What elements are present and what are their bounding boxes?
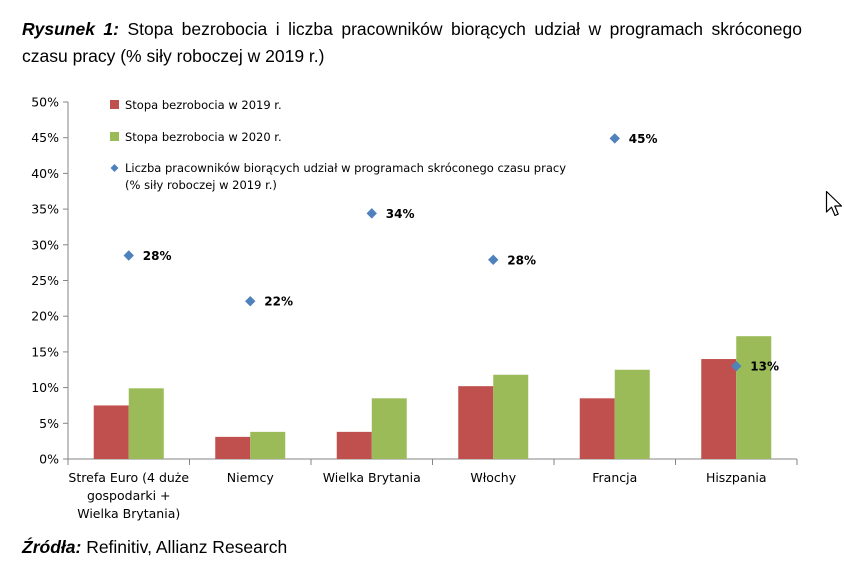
y-tick-label: 10% xyxy=(31,380,59,395)
legend-marker xyxy=(110,164,119,172)
bar-2020 xyxy=(128,388,164,459)
legend-label: Liczba pracowników biorących udział w pr… xyxy=(125,161,566,175)
bar-2020 xyxy=(250,431,286,459)
source-label: Źródła: xyxy=(22,537,82,557)
bar-2019 xyxy=(579,398,615,459)
y-tick-label: 5% xyxy=(39,416,59,431)
y-tick-label: 40% xyxy=(31,166,59,181)
data-point xyxy=(245,296,256,307)
legend-swatch xyxy=(110,132,119,141)
y-tick-label: 0% xyxy=(39,452,59,467)
data-point xyxy=(488,254,499,265)
chart-bars xyxy=(93,336,772,459)
bar-2020 xyxy=(371,398,407,459)
bar-2019 xyxy=(215,436,251,459)
data-label: 28% xyxy=(143,249,172,263)
bar-2019 xyxy=(93,405,129,459)
bar-2019 xyxy=(701,359,737,459)
legend-label: Stopa bezrobocia w 2019 r. xyxy=(125,98,282,112)
x-category-label: gospodarki + xyxy=(87,488,171,503)
legend-label: Stopa bezrobocia w 2020 r. xyxy=(125,130,282,144)
data-point xyxy=(366,208,377,219)
y-tick-label: 20% xyxy=(31,309,59,324)
data-point xyxy=(731,360,742,372)
legend-label-line2: (% siły roboczej w 2019 r.) xyxy=(125,178,277,192)
chart-legend: Stopa bezrobocia w 2019 r. Stopa bezroboc… xyxy=(110,98,566,192)
chart-points: 28% 22% 34% 28% 45% 13% xyxy=(123,132,779,374)
x-category-label: Francja xyxy=(592,470,637,485)
y-tick-label: 50% xyxy=(31,95,59,110)
figure-title: Stopa bezrobocia i liczba pracowników bi… xyxy=(22,19,802,66)
data-label: 45% xyxy=(629,132,658,146)
chart-axes: 0% 5% 10% 15% 20% 25% 30% 35% 40% 45% 50% Strefa Eu… xyxy=(31,95,798,521)
y-tick-label: 45% xyxy=(31,130,59,145)
data-label: 13% xyxy=(750,360,779,374)
source-note: Źródła: Refinitiv, Allianz Research xyxy=(22,537,287,558)
y-tick-label: 25% xyxy=(31,273,59,288)
bar-2019 xyxy=(336,431,372,459)
figure-label: Rysunek 1: xyxy=(22,19,119,39)
y-tick-label: 15% xyxy=(31,344,59,359)
x-category-label: Włochy xyxy=(470,470,516,485)
data-label: 34% xyxy=(386,207,415,221)
source-text: Refinitiv, Allianz Research xyxy=(86,537,288,557)
bar-2020 xyxy=(493,374,529,459)
data-label: 22% xyxy=(264,295,293,309)
figure-caption: Rysunek 1: Stopa bezrobocia i liczba pra… xyxy=(22,16,802,70)
mouse-pointer-icon xyxy=(825,190,843,217)
x-category-label: Strefa Euro (4 duże xyxy=(68,470,189,485)
x-category-label: Wielka Brytania) xyxy=(77,506,180,521)
bar-2020 xyxy=(614,369,650,459)
data-point xyxy=(123,250,134,261)
data-label: 28% xyxy=(507,253,536,267)
x-category-label: Hiszpania xyxy=(706,470,767,485)
data-point xyxy=(609,133,620,144)
y-tick-label: 30% xyxy=(31,237,59,252)
x-category-label: Wielka Brytania xyxy=(323,470,421,485)
bar-2019 xyxy=(458,386,494,459)
bar-2020 xyxy=(736,336,772,459)
legend-swatch xyxy=(110,100,119,109)
x-category-label: Niemcy xyxy=(227,470,275,485)
y-tick-label: 35% xyxy=(31,202,59,217)
